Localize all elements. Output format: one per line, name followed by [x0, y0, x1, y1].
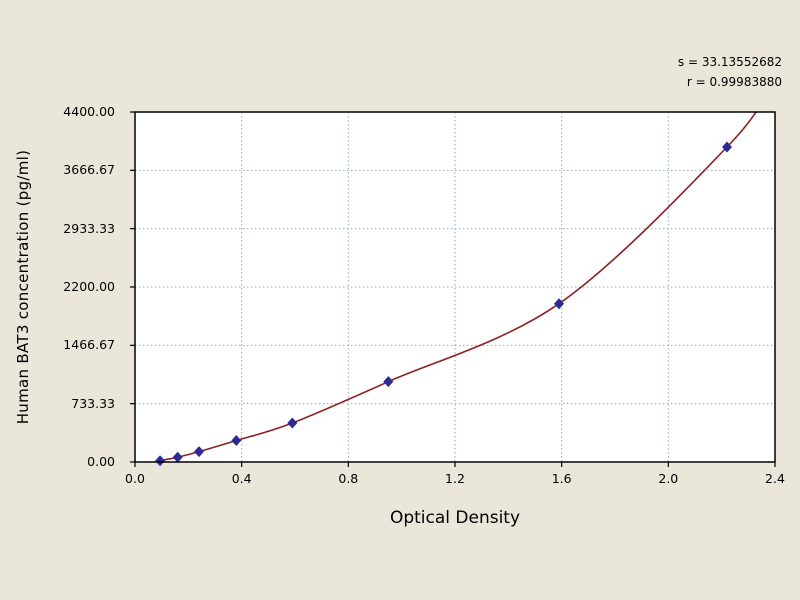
- data-point: [155, 455, 166, 467]
- x-axis-label: Optical Density: [389, 508, 521, 528]
- x-tick-label: 0.0: [125, 471, 145, 486]
- data-point: [287, 417, 298, 429]
- x-tick-label: 1.6: [551, 471, 572, 486]
- data-point: [231, 435, 242, 447]
- y-tick-label: 2933.33: [63, 220, 115, 236]
- y-tick-label: 4400.00: [63, 104, 115, 119]
- x-tick-label: 0.4: [231, 471, 252, 486]
- x-tick-label: 2.0: [658, 471, 679, 486]
- y-tick-label: 1466.67: [63, 337, 115, 353]
- y-tick-label: 2200.00: [63, 279, 115, 294]
- x-tick-label: 1.2: [445, 471, 465, 486]
- data-point: [554, 298, 564, 310]
- fit-statistics: s = 33.13552682 r = 0.99983880: [678, 52, 782, 92]
- x-tick-label: 2.4: [765, 471, 785, 486]
- stats-s-value: s = 33.13552682: [677, 55, 782, 69]
- plot-area: [130, 111, 776, 467]
- plot-border: [134, 111, 776, 463]
- data-point: [722, 141, 732, 153]
- y-tick-label: 3666.67: [63, 162, 115, 178]
- y-tick-label: 733.33: [71, 395, 115, 411]
- data-point: [172, 451, 183, 463]
- data-point: [194, 446, 204, 458]
- data-point: [383, 376, 394, 388]
- y-tick-label: 0.00: [87, 454, 115, 469]
- x-tick-label: 0.8: [338, 471, 359, 486]
- stats-r-value: r = 0.99983880: [686, 75, 782, 89]
